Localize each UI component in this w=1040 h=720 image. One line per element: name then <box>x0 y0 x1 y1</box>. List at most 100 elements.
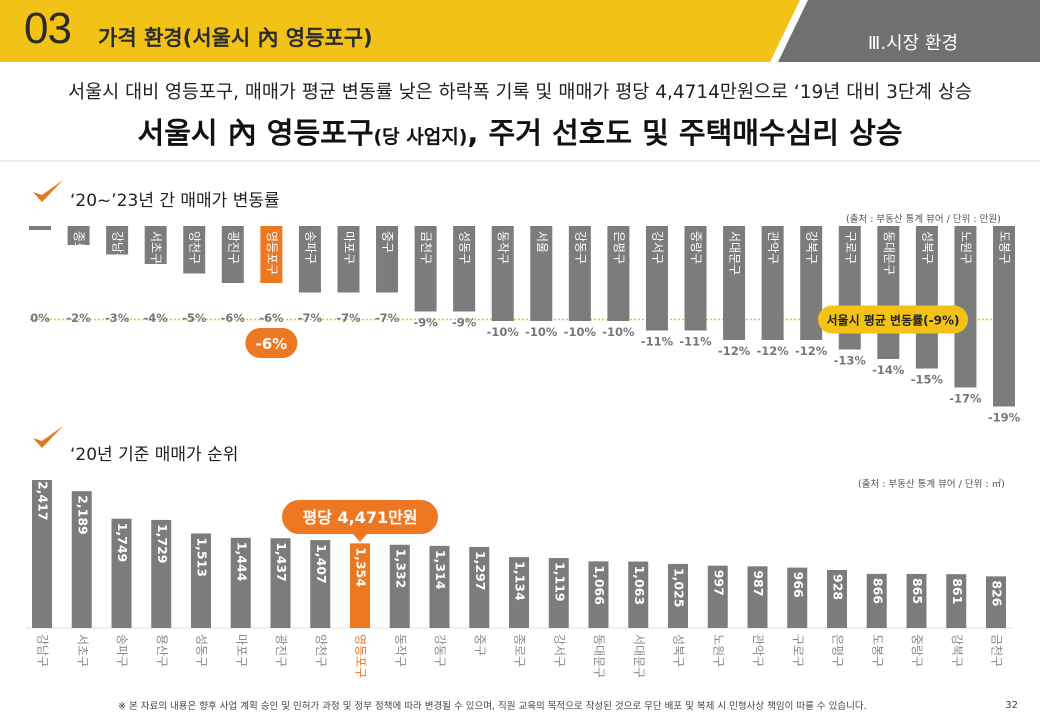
category-label-관악구: 관악구 <box>751 634 765 667</box>
chart2-source: (출처 : 부동산 통계 뷰어 / 단위 : ㎡) <box>858 479 1005 490</box>
category-label-중구: 중구 <box>473 634 487 656</box>
value-label-강남구: -3% <box>105 311 130 325</box>
bar-label-강북구: 강북구 <box>805 231 819 264</box>
value-label-중랑구: 865 <box>910 578 925 604</box>
chart-price-rank: 2,417 강남구 2,189 서초구 1,749 송파구 1,729 용산구 1,513 성동구… <box>26 480 1012 678</box>
category-label-도봉구: 도봉구 <box>870 634 884 667</box>
headline-part-2: (당 사업지) <box>373 126 468 148</box>
category-label-성동구: 성동구 <box>195 634 209 667</box>
bar-label-중랑구: 중랑구 <box>689 231 703 264</box>
value-label-종로구: -2% <box>66 311 91 325</box>
value-label-은평구: 928 <box>831 574 846 600</box>
category-label-강남구: 강남구 <box>36 634 50 667</box>
category-label-은평구: 은평구 <box>831 634 845 667</box>
value-label-성북구: 1,025 <box>672 568 687 608</box>
category-label-송파구: 송파구 <box>115 634 129 667</box>
footnote: ※ 본 자료의 내용은 향후 사업 계획 승인 및 인허가 과정 및 정부 정책… <box>118 701 867 712</box>
bar-마포구 <box>230 537 251 628</box>
bar-서초구 <box>144 226 167 264</box>
value-label-성북구: -15% <box>911 373 944 387</box>
category-label-양천구: 양천구 <box>314 634 329 667</box>
bar-강북구 <box>946 574 967 628</box>
bar-label-금천구: 금천구 <box>419 231 434 264</box>
category-label-강서구: 강서구 <box>552 634 566 667</box>
value-label-중랑구: -11% <box>679 335 712 349</box>
category-label-노원구: 노원구 <box>711 634 725 667</box>
category-label-구로구: 구로구 <box>791 634 805 667</box>
bar-label-도봉구: 도봉구 <box>998 231 1012 264</box>
bar-양천구 <box>183 226 206 274</box>
value-label-노원구: 997 <box>711 570 726 596</box>
bar-도봉구 <box>866 573 887 628</box>
bar-노원구 <box>707 565 728 628</box>
value-label-영등포구: 1,354 <box>354 547 369 587</box>
value-label-마포구: -7% <box>336 311 361 325</box>
bar-동대문구 <box>588 561 609 628</box>
value-label-성동구: -9% <box>452 316 477 330</box>
checkmark-icon <box>33 426 63 448</box>
bar-구로구 <box>787 567 808 628</box>
value-label-동작구: 1,332 <box>393 549 408 589</box>
bar-label-동작구: 동작구 <box>496 231 510 264</box>
value-label-도봉구: -19% <box>988 411 1021 425</box>
value-label-관악구: -12% <box>756 344 789 358</box>
headline-part-3: , 주거 선호도 및 주택매수심리 상승 <box>467 116 903 150</box>
category-label-강동구: 강동구 <box>433 634 447 667</box>
value-label-강동구: 1,314 <box>433 550 448 590</box>
bar-중구 <box>376 226 399 293</box>
category-label-용산구: 용산구 <box>155 634 169 667</box>
bar-label-광진구: 광진구 <box>226 231 240 264</box>
value-label-도봉구: 866 <box>870 578 885 604</box>
bar-서초구 <box>71 491 92 628</box>
chart-price-change: 용산구 0% 종로구 -2% 강남구 -3% 서초구 -4% 양천구 -5% 광진구 -6% 영등포구 -… <box>29 226 1021 425</box>
value-label-송파구: -7% <box>298 311 323 325</box>
bar-강동구 <box>429 545 450 628</box>
header-banner <box>0 0 1040 62</box>
bar-label-강동구: 강동구 <box>573 231 587 264</box>
value-label-서초구: -4% <box>144 311 169 325</box>
value-label-송파구: 1,749 <box>115 523 130 563</box>
category-label-금천구: 금천구 <box>990 634 1005 667</box>
category-label-서대문구: 서대문구 <box>632 634 646 678</box>
bar-label-서울: 서울 <box>535 231 549 253</box>
bar-광진구 <box>270 538 291 628</box>
value-label-강북구: -12% <box>795 344 828 358</box>
bar-label-영등포구: 영등포구 <box>265 231 279 275</box>
bar-성동구 <box>191 533 211 628</box>
bar-label-송파구: 송파구 <box>303 231 317 264</box>
bar-label-중구: 중구 <box>381 231 395 253</box>
header-yellow-band <box>0 0 800 62</box>
value-label-강북구: 861 <box>950 578 965 604</box>
value-label-종로구: 1,134 <box>513 561 528 601</box>
highlight-callout-bg <box>245 328 298 358</box>
bar-동작구 <box>491 226 514 321</box>
value-label-성동구: 1,513 <box>195 537 210 577</box>
bar-label-구로구: 구로구 <box>843 231 857 264</box>
bar-label-서초구: 서초구 <box>149 231 163 264</box>
bar-서울 <box>530 226 553 321</box>
bar-성북구 <box>668 563 688 628</box>
bar-관악구 <box>761 226 784 340</box>
bar-강남구 <box>32 480 52 628</box>
value-label-강서구: 1,119 <box>552 562 567 602</box>
section-tag: Ⅲ.시장 환경 <box>867 33 958 54</box>
value-label-서대문구: -12% <box>718 344 751 358</box>
value-label-금천구: 826 <box>990 580 1005 606</box>
bar-서대문구 <box>723 226 746 340</box>
category-label-동대문구: 동대문구 <box>592 634 606 678</box>
bar-중랑구 <box>906 573 927 628</box>
section-number: 03 <box>24 4 72 53</box>
value-label-영등포구: -6% <box>259 311 284 325</box>
bar-광진구 <box>221 226 244 283</box>
bar-마포구 <box>337 226 360 293</box>
bar-label-노원구: 노원구 <box>959 231 973 264</box>
category-label-강북구: 강북구 <box>950 634 964 667</box>
value-label-강서구: -11% <box>641 335 674 349</box>
value-label-강남구: 2,417 <box>36 481 51 521</box>
bar-label-강서구: 강서구 <box>650 231 664 264</box>
value-label-서울: -10% <box>525 325 558 339</box>
value-label-관악구: 987 <box>751 570 766 596</box>
value-label-중구: -7% <box>375 311 400 325</box>
bar-영등포구 <box>350 543 370 628</box>
value-label-동대문구: 1,066 <box>592 565 607 605</box>
